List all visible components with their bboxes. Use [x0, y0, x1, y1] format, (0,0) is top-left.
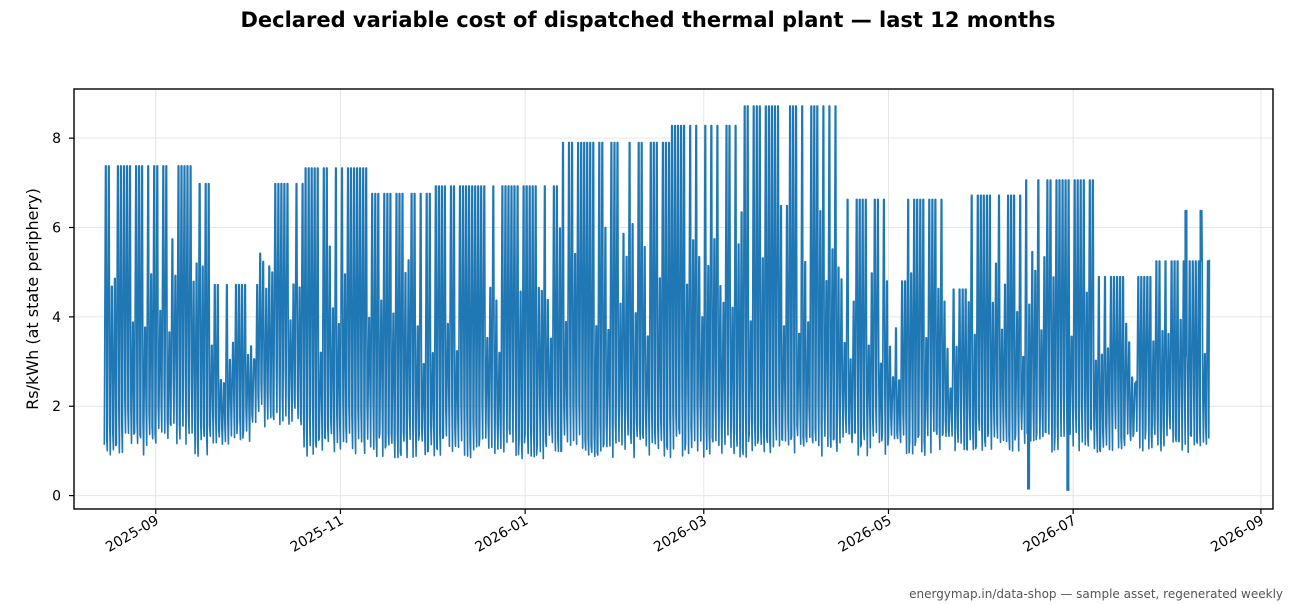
footer-source: energymap.in/data-shop — sample asset, r…	[909, 587, 1283, 601]
x-tick-label: 2026-09	[1208, 513, 1267, 556]
y-tick-label: 2	[52, 399, 61, 415]
y-tick-label: 8	[52, 131, 61, 147]
x-tick-label: 2026-03	[651, 513, 710, 556]
plot-frame	[73, 88, 1274, 510]
y-tick-label: 4	[52, 310, 61, 326]
y-tick-label: 6	[52, 221, 61, 237]
series-line	[103, 105, 1211, 491]
x-tick-label: 2026-05	[836, 513, 895, 556]
chart-title: Declared variable cost of dispatched the…	[240, 8, 1056, 32]
x-tick-label: 2026-01	[472, 513, 531, 556]
series-path	[103, 105, 1211, 491]
y-axis-label: Rs/kWh (at state periphery)	[23, 188, 42, 410]
y-tick-label: 0	[52, 489, 61, 505]
x-tick-label: 2026-07	[1021, 513, 1080, 556]
x-tick-label: 2025-09	[103, 513, 162, 556]
x-tick-label: 2025-11	[288, 513, 347, 556]
